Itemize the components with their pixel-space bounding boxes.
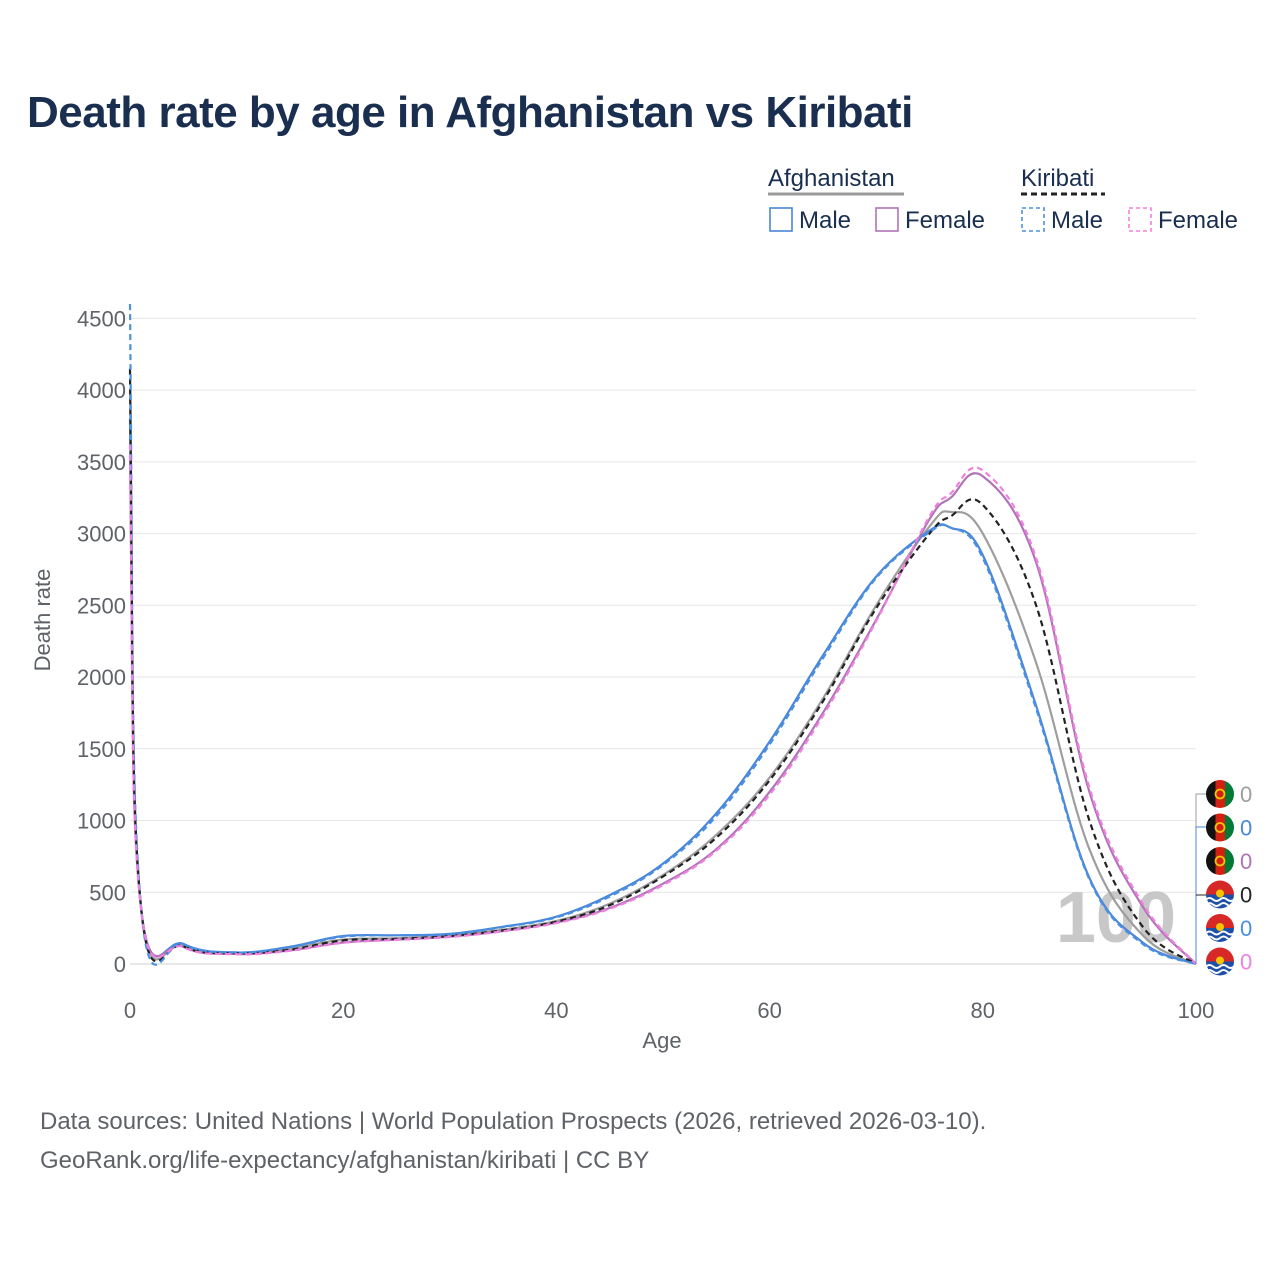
legend-swatch[interactable] — [1128, 207, 1152, 232]
y-tick-label: 500 — [89, 880, 126, 905]
y-axis-label: Death rate — [30, 569, 55, 672]
end-label-flag-afghanistan-icon — [1206, 780, 1234, 808]
legend-item-label[interactable]: Male — [799, 207, 851, 234]
credit-note[interactable]: GeoRank.org/life-expectancy/afghanistan/… — [40, 1147, 650, 1174]
x-tick-label: 100 — [1178, 998, 1215, 1023]
y-tick-label: 1500 — [77, 737, 126, 762]
legend-group-title: Afghanistan — [768, 165, 895, 192]
y-tick-label: 4000 — [77, 378, 126, 403]
end-label-flag-kiribati-icon — [1206, 880, 1234, 909]
end-label-value: 0 — [1240, 816, 1252, 841]
end-label-connector — [1195, 793, 1206, 964]
legend-swatch[interactable] — [769, 207, 793, 232]
end-label-value: 0 — [1240, 849, 1252, 874]
y-tick-label: 3500 — [77, 450, 126, 475]
series-line-kiribati-male[interactable] — [128, 303, 1197, 966]
legend-swatch[interactable] — [1021, 207, 1045, 232]
data-source-note: Data sources: United Nations | World Pop… — [40, 1108, 987, 1135]
series-line-afghanistan-male[interactable] — [128, 418, 1197, 966]
x-axis-label: Age — [642, 1028, 681, 1053]
y-tick-label: 2500 — [77, 593, 126, 618]
year-watermark: 100 — [1056, 878, 1176, 958]
end-label-flag-kiribati-icon — [1206, 914, 1234, 942]
y-tick-label: 3000 — [77, 522, 126, 547]
x-tick-label: 40 — [544, 998, 568, 1023]
end-label-value: 0 — [1240, 782, 1252, 807]
legend-group-title: Kiribati — [1021, 165, 1094, 192]
series-line-kiribati-female[interactable] — [128, 444, 1197, 965]
legend-item-label[interactable]: Male — [1051, 207, 1103, 234]
series-line-kiribati[interactable] — [128, 368, 1197, 965]
end-label-value: 0 — [1240, 883, 1252, 908]
end-label-flag-kiribati-icon — [1206, 947, 1234, 976]
x-tick-label: 0 — [124, 998, 136, 1023]
end-label-connector — [1195, 826, 1206, 964]
series-line-afghanistan-female[interactable] — [128, 454, 1197, 965]
y-tick-label: 2000 — [77, 665, 126, 690]
legend-item-label[interactable]: Female — [1158, 207, 1238, 234]
legend-swatch[interactable] — [875, 207, 899, 232]
chart-title: Death rate by age in Afghanistan vs Kiri… — [27, 88, 913, 137]
end-label-flag-afghanistan-icon — [1206, 847, 1234, 875]
end-label-flag-afghanistan-icon — [1206, 813, 1234, 842]
y-tick-label: 0 — [114, 952, 126, 977]
x-tick-label: 20 — [331, 998, 355, 1023]
end-label-value: 0 — [1240, 950, 1252, 975]
x-tick-label: 60 — [757, 998, 781, 1023]
y-tick-label: 1000 — [77, 809, 126, 834]
legend-item-label[interactable]: Female — [905, 207, 985, 234]
x-tick-label: 80 — [971, 998, 995, 1023]
y-tick-label: 4500 — [77, 306, 126, 331]
end-label-value: 0 — [1240, 916, 1252, 941]
